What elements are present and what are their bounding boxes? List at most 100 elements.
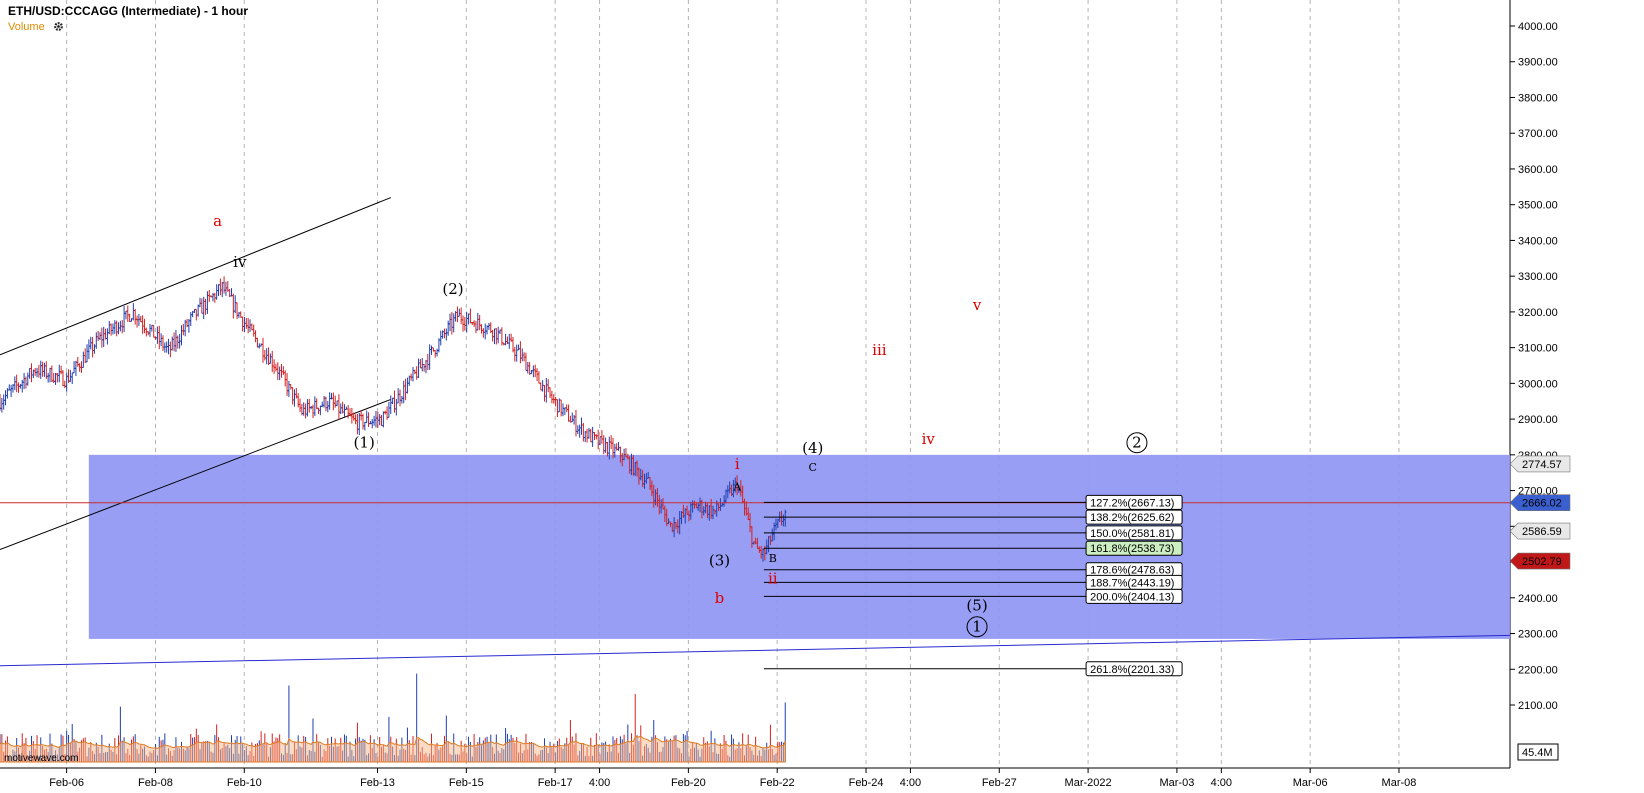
fib-label: 127.2%(2667.13) <box>1090 497 1174 509</box>
wave-label: 2 <box>1132 434 1142 452</box>
fib-level[interactable]: 127.2%(2667.13) <box>763 494 1183 510</box>
y-tick-label: 3600.00 <box>1518 164 1558 176</box>
price-tag-label: 2666.02 <box>1522 498 1562 510</box>
fib-level[interactable]: 150.0%(2581.81) <box>763 525 1183 541</box>
price-tag[interactable]: 2502.79 <box>1509 552 1571 570</box>
price-tag-box <box>1509 494 1571 512</box>
fib-label: 200.0%(2404.13) <box>1090 591 1174 603</box>
fibonacci-extensions[interactable]: 127.2%(2667.13) 138.2%(2625.62) 150.0%(258… <box>763 494 1183 677</box>
y-tick-label: 3900.00 <box>1518 57 1558 69</box>
x-tick-label: Feb-17 <box>538 777 573 789</box>
gridlines <box>0 0 1511 769</box>
fib-label: 261.8%(2201.33) <box>1090 664 1174 676</box>
fib-level[interactable]: 188.7%(2443.19) <box>763 574 1183 590</box>
y-tick-label: 3200.00 <box>1518 307 1558 319</box>
y-axis[interactable]: 2100.002200.002300.002400.002500.002600.… <box>1509 21 1571 761</box>
x-tick-label: Feb-08 <box>138 777 173 789</box>
x-tick-label: Feb-27 <box>982 777 1017 789</box>
wave-label: v <box>972 296 982 314</box>
y-tick-label: 2300.00 <box>1518 629 1558 641</box>
volume-scale-label: 45.4M <box>1522 747 1553 759</box>
x-tick-label: Feb-20 <box>671 777 706 789</box>
price-tag[interactable]: 2586.59 <box>1509 522 1571 540</box>
y-tick-label: 3300.00 <box>1518 271 1558 283</box>
fib-level[interactable]: 261.8%(2201.33) <box>763 661 1183 677</box>
y-tick-label: 2900.00 <box>1518 414 1558 426</box>
x-tick-label: Feb-10 <box>227 777 262 789</box>
fib-label-box <box>1085 661 1183 677</box>
target-zone-rect <box>88 454 1511 639</box>
wave-label: iii <box>872 341 887 359</box>
price-tag-label: 2774.57 <box>1522 459 1562 471</box>
wave-label: (5) <box>966 596 987 614</box>
candlesticks[interactable] <box>0 276 787 562</box>
price-tag-box <box>1509 455 1571 473</box>
x-tick-label: 4:00 <box>900 777 921 789</box>
y-tick-label: 2100.00 <box>1518 700 1558 712</box>
x-tick-label: Mar-2022 <box>1065 777 1112 789</box>
fib-level[interactable]: 138.2%(2625.62) <box>763 509 1183 525</box>
wave-label-circle <box>1126 432 1148 454</box>
wave-label: (3) <box>709 552 730 570</box>
y-tick-label: 3800.00 <box>1518 92 1558 104</box>
x-tick-label: Mar-06 <box>1293 777 1328 789</box>
wave-label: a <box>213 212 222 230</box>
chart-header: ETH/USD:CCCAGG (Intermediate) - 1 hour V… <box>8 4 248 33</box>
fib-label-box <box>1085 525 1183 541</box>
x-tick-label: Feb-15 <box>449 777 484 789</box>
volume-scale-box <box>1517 743 1559 761</box>
gear-icon[interactable] <box>53 21 64 32</box>
wave-label: (4) <box>802 439 823 457</box>
plot-background <box>0 0 1580 768</box>
fib-label: 138.2%(2625.62) <box>1090 512 1174 524</box>
wave-label: (1) <box>354 434 375 452</box>
wave-label: i <box>735 455 740 473</box>
price-tag[interactable]: 2774.57 <box>1509 455 1571 473</box>
trend-channels <box>0 197 1511 667</box>
x-tick-label: 4:00 <box>1211 777 1232 789</box>
channel-line <box>0 634 1511 667</box>
chart-title: ETH/USD:CCCAGG (Intermediate) - 1 hour <box>8 4 249 18</box>
price-tag-box <box>1509 552 1571 570</box>
fib-level[interactable]: 200.0%(2404.13) <box>763 588 1183 604</box>
y-tick-label: 3100.00 <box>1518 343 1558 355</box>
x-tick-label: Feb-13 <box>360 777 395 789</box>
watermark: motivewave.com <box>4 753 79 764</box>
fib-label-box <box>1085 494 1183 510</box>
fib-label: 150.0%(2581.81) <box>1090 528 1174 540</box>
fib-level[interactable]: 161.8%(2538.73) <box>763 540 1183 556</box>
y-tick-label: 2200.00 <box>1518 664 1558 676</box>
fib-label: 178.6%(2478.63) <box>1090 565 1174 577</box>
candle[interactable] <box>783 509 787 527</box>
x-axis[interactable]: Feb-06 Feb-08 Feb-10 Feb-13 Feb-15 Feb-17 4:00… <box>49 768 1416 789</box>
y-tick-label: 3400.00 <box>1518 235 1558 247</box>
price-tag[interactable]: 2666.02 <box>1509 494 1571 512</box>
wave-label: A <box>732 481 742 494</box>
fib-level[interactable]: 178.6%(2478.63) <box>763 562 1183 578</box>
fib-label: 188.7%(2443.19) <box>1090 577 1174 589</box>
y-tick-label: 2400.00 <box>1518 593 1558 605</box>
y-tick-label: 3000.00 <box>1518 378 1558 390</box>
fib-label-box <box>1085 588 1183 604</box>
wave-label: iv <box>233 253 247 271</box>
volume-label[interactable]: Volume <box>8 21 45 33</box>
channel-line <box>0 197 392 356</box>
x-tick-label: Mar-08 <box>1382 777 1417 789</box>
wave-label: (2) <box>442 280 463 298</box>
price-tag-label: 2502.79 <box>1522 556 1562 568</box>
x-tick-label: Mar-03 <box>1159 777 1194 789</box>
wave-label: B <box>769 552 777 565</box>
wave-label: C <box>809 461 817 474</box>
y-tick-label: 3700.00 <box>1518 128 1558 140</box>
volume-bars <box>0 673 786 763</box>
x-tick-label: Feb-24 <box>849 777 884 789</box>
x-tick-label: Feb-22 <box>760 777 795 789</box>
wave-label: ii <box>768 569 778 587</box>
volume-scale-tag: 45.4M <box>1517 743 1559 761</box>
fib-label-box <box>1085 509 1183 525</box>
wave-label: 1 <box>972 618 982 636</box>
wave-label: iv <box>922 430 936 448</box>
y-tick-label: 4000.00 <box>1518 21 1558 33</box>
